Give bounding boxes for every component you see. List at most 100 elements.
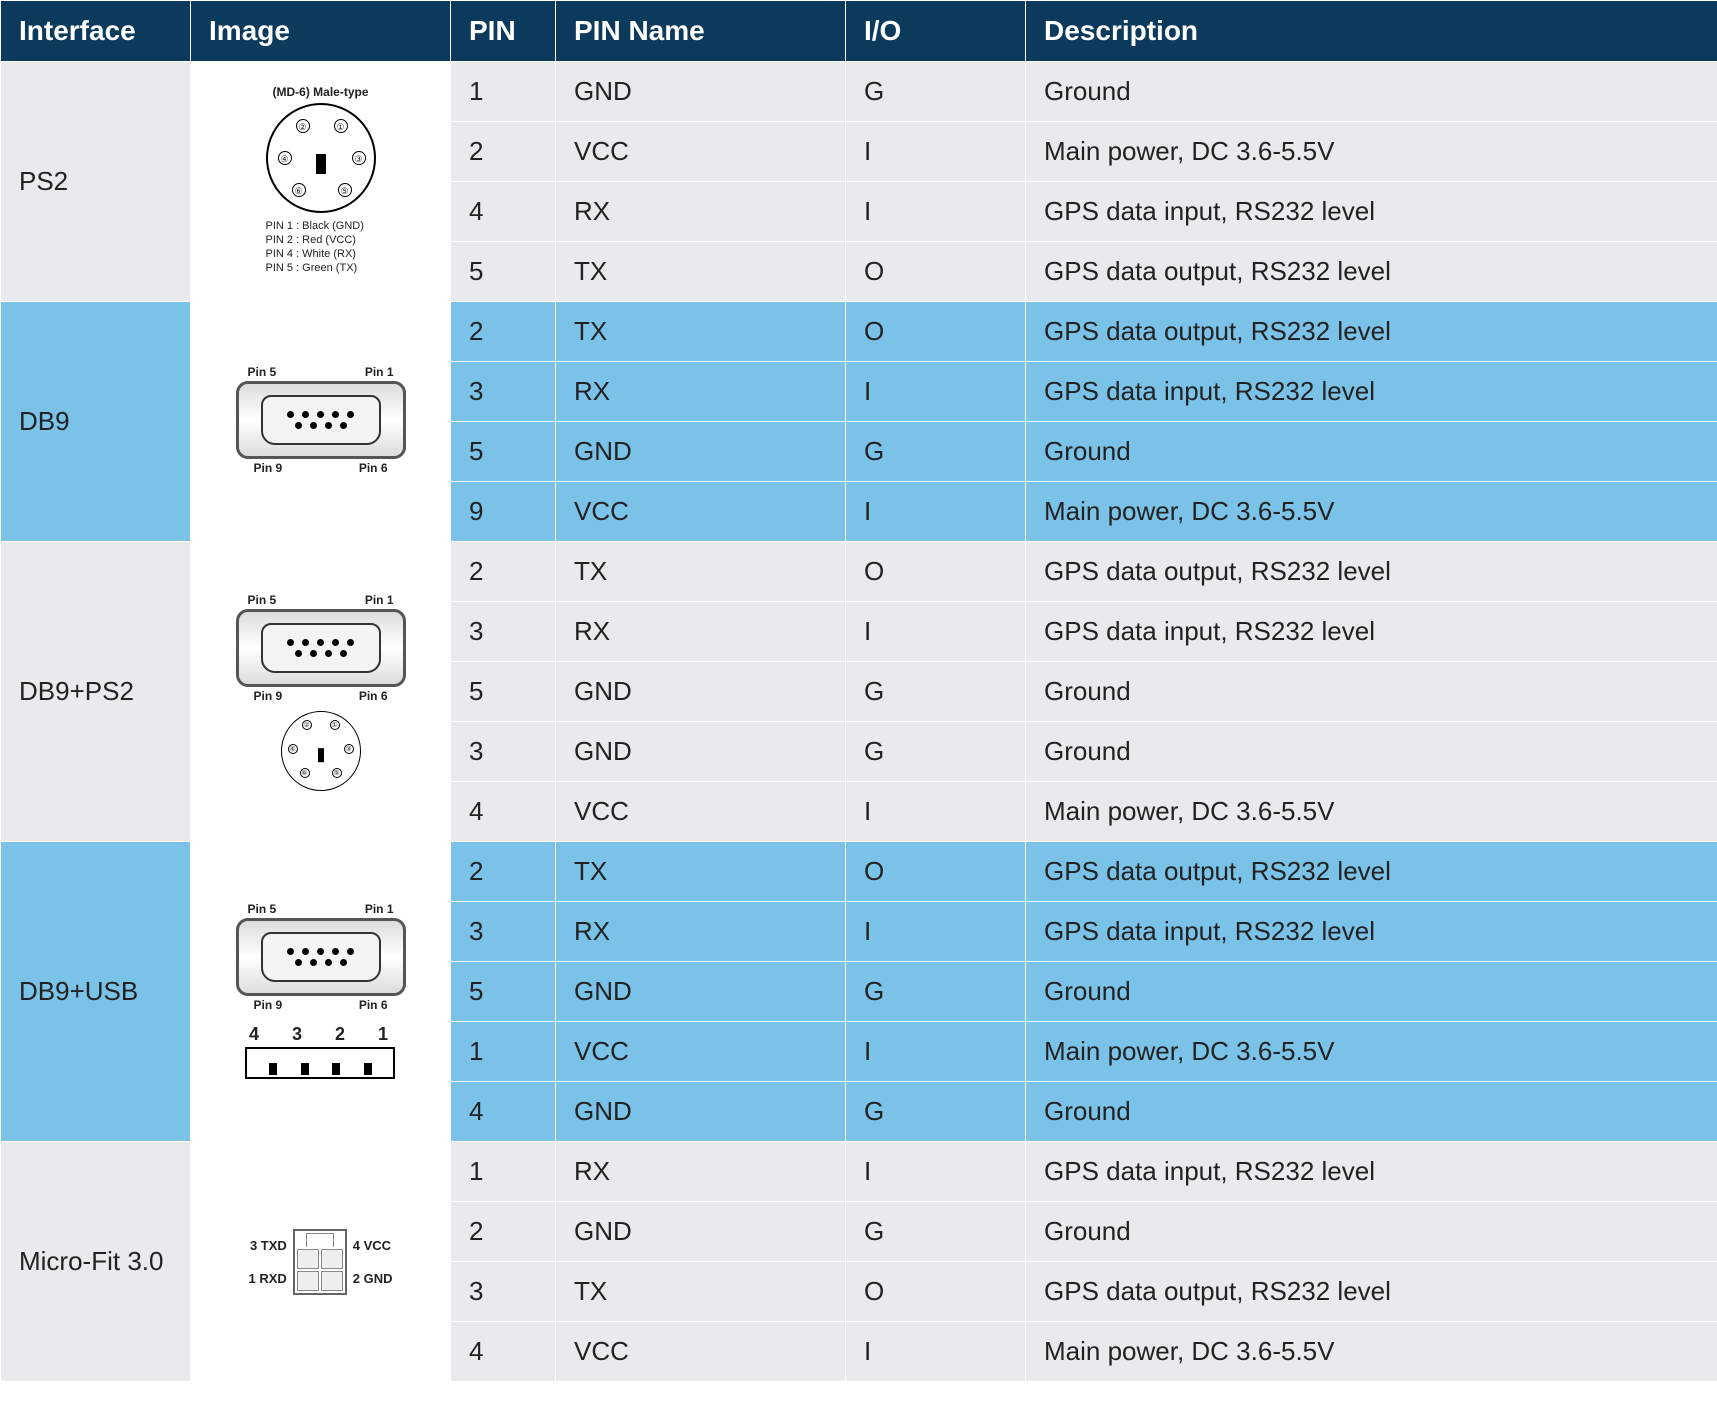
pinname-cell: VCC — [556, 122, 846, 182]
interface-cell: DB9 — [1, 302, 191, 542]
col-header-description: Description — [1026, 1, 1717, 62]
io-cell: I — [846, 1322, 1026, 1382]
description-cell: Main power, DC 3.6-5.5V — [1026, 1022, 1717, 1082]
ps2-connector-small-diagram: ② ① ④ ③ ⑥ ⑤ — [281, 711, 361, 791]
description-cell: Main power, DC 3.6-5.5V — [1026, 782, 1717, 842]
pin-cell: 9 — [451, 482, 556, 542]
io-cell: O — [846, 242, 1026, 302]
pin-cell: 1 — [451, 1142, 556, 1202]
col-header-image: Image — [191, 1, 451, 62]
description-cell: Ground — [1026, 662, 1717, 722]
pinname-cell: GND — [556, 962, 846, 1022]
io-cell: O — [846, 302, 1026, 362]
pinname-cell: TX — [556, 242, 846, 302]
pinname-cell: TX — [556, 302, 846, 362]
pinname-cell: GND — [556, 662, 846, 722]
image-cell: Pin 5Pin 1 Pin 9Pin 6 — [191, 302, 451, 542]
pin-cell: 4 — [451, 1322, 556, 1382]
pin-cell: 3 — [451, 362, 556, 422]
pinname-cell: TX — [556, 542, 846, 602]
pinname-cell: GND — [556, 722, 846, 782]
pinname-cell: RX — [556, 182, 846, 242]
interface-cell: Micro-Fit 3.0 — [1, 1142, 191, 1382]
io-cell: G — [846, 662, 1026, 722]
pinname-cell: VCC — [556, 482, 846, 542]
pinname-cell: TX — [556, 842, 846, 902]
image-cell: Pin 5Pin 1 Pin 9Pin 6 ② ① ④ ③ ⑥ ⑤ — [191, 542, 451, 842]
col-header-pinname: PIN Name — [556, 1, 846, 62]
io-cell: I — [846, 782, 1026, 842]
pin-cell: 3 — [451, 722, 556, 782]
description-cell: GPS data input, RS232 level — [1026, 902, 1717, 962]
table-header-row: Interface Image PIN PIN Name I/O Descrip… — [1, 1, 1717, 62]
pin-cell: 2 — [451, 842, 556, 902]
pin-cell: 4 — [451, 182, 556, 242]
col-header-interface: Interface — [1, 1, 191, 62]
description-cell: GPS data output, RS232 level — [1026, 1262, 1717, 1322]
pin-cell: 5 — [451, 242, 556, 302]
pinname-cell: VCC — [556, 1022, 846, 1082]
pinname-cell: RX — [556, 602, 846, 662]
db9-connector-diagram: Pin 5Pin 1 Pin 9Pin 6 — [236, 593, 406, 703]
io-cell: O — [846, 842, 1026, 902]
description-cell: Ground — [1026, 722, 1717, 782]
table-row: DB9+USB Pin 5Pin 1 Pin 9Pin 6 4 3 2 1 2T… — [1, 842, 1717, 902]
pin-cell: 5 — [451, 422, 556, 482]
io-cell: I — [846, 1022, 1026, 1082]
pinname-cell: GND — [556, 1082, 846, 1142]
pinname-cell: TX — [556, 1262, 846, 1322]
io-cell: I — [846, 182, 1026, 242]
io-cell: G — [846, 422, 1026, 482]
io-cell: I — [846, 1142, 1026, 1202]
table-row: PS2 (MD-6) Male-type ② ① ④ ③ ⑥ ⑤ PIN 1 :… — [1, 62, 1717, 122]
col-header-pin: PIN — [451, 1, 556, 62]
io-cell: I — [846, 362, 1026, 422]
col-header-io: I/O — [846, 1, 1026, 62]
description-cell: Ground — [1026, 422, 1717, 482]
table-row: DB9 Pin 5Pin 1 Pin 9Pin 6 2TXOGPS data o… — [1, 302, 1717, 362]
microfit-connector-diagram: 3 TXD1 RXD 4 VCC2 GND — [199, 1229, 442, 1295]
image-cell: (MD-6) Male-type ② ① ④ ③ ⑥ ⑤ PIN 1 : Bla… — [191, 62, 451, 302]
pinname-cell: RX — [556, 1142, 846, 1202]
description-cell: Ground — [1026, 62, 1717, 122]
description-cell: Main power, DC 3.6-5.5V — [1026, 1322, 1717, 1382]
pin-cell: 4 — [451, 782, 556, 842]
io-cell: O — [846, 542, 1026, 602]
pin-cell: 1 — [451, 62, 556, 122]
pinname-cell: GND — [556, 1202, 846, 1262]
pinname-cell: VCC — [556, 1322, 846, 1382]
pin-cell: 4 — [451, 1082, 556, 1142]
pin-cell: 5 — [451, 962, 556, 1022]
description-cell: GPS data output, RS232 level — [1026, 242, 1717, 302]
description-cell: Main power, DC 3.6-5.5V — [1026, 122, 1717, 182]
pinout-table: Interface Image PIN PIN Name I/O Descrip… — [0, 0, 1717, 1382]
usb-connector-diagram: 4 3 2 1 — [239, 1024, 402, 1079]
description-cell: GPS data input, RS232 level — [1026, 182, 1717, 242]
image-cell: 3 TXD1 RXD 4 VCC2 GND — [191, 1142, 451, 1382]
pin-cell: 2 — [451, 1202, 556, 1262]
pin-cell: 3 — [451, 602, 556, 662]
image-cell: Pin 5Pin 1 Pin 9Pin 6 4 3 2 1 — [191, 842, 451, 1142]
interface-cell: DB9+USB — [1, 842, 191, 1142]
pin-cell: 2 — [451, 302, 556, 362]
io-cell: G — [846, 1082, 1026, 1142]
pin-cell: 1 — [451, 1022, 556, 1082]
db9-connector-diagram: Pin 5Pin 1 Pin 9Pin 6 — [236, 365, 406, 475]
io-cell: G — [846, 722, 1026, 782]
io-cell: G — [846, 62, 1026, 122]
pinname-cell: GND — [556, 62, 846, 122]
io-cell: O — [846, 1262, 1026, 1322]
ps2-connector-diagram: (MD-6) Male-type ② ① ④ ③ ⑥ ⑤ PIN 1 : Bla… — [266, 85, 376, 276]
io-cell: I — [846, 602, 1026, 662]
pinname-cell: VCC — [556, 782, 846, 842]
pin-cell: 2 — [451, 542, 556, 602]
pin-cell: 3 — [451, 902, 556, 962]
description-cell: GPS data input, RS232 level — [1026, 1142, 1717, 1202]
description-cell: Ground — [1026, 1082, 1717, 1142]
description-cell: GPS data output, RS232 level — [1026, 542, 1717, 602]
pin-cell: 5 — [451, 662, 556, 722]
pinname-cell: RX — [556, 362, 846, 422]
description-cell: GPS data output, RS232 level — [1026, 842, 1717, 902]
description-cell: Ground — [1026, 1202, 1717, 1262]
pinname-cell: GND — [556, 422, 846, 482]
